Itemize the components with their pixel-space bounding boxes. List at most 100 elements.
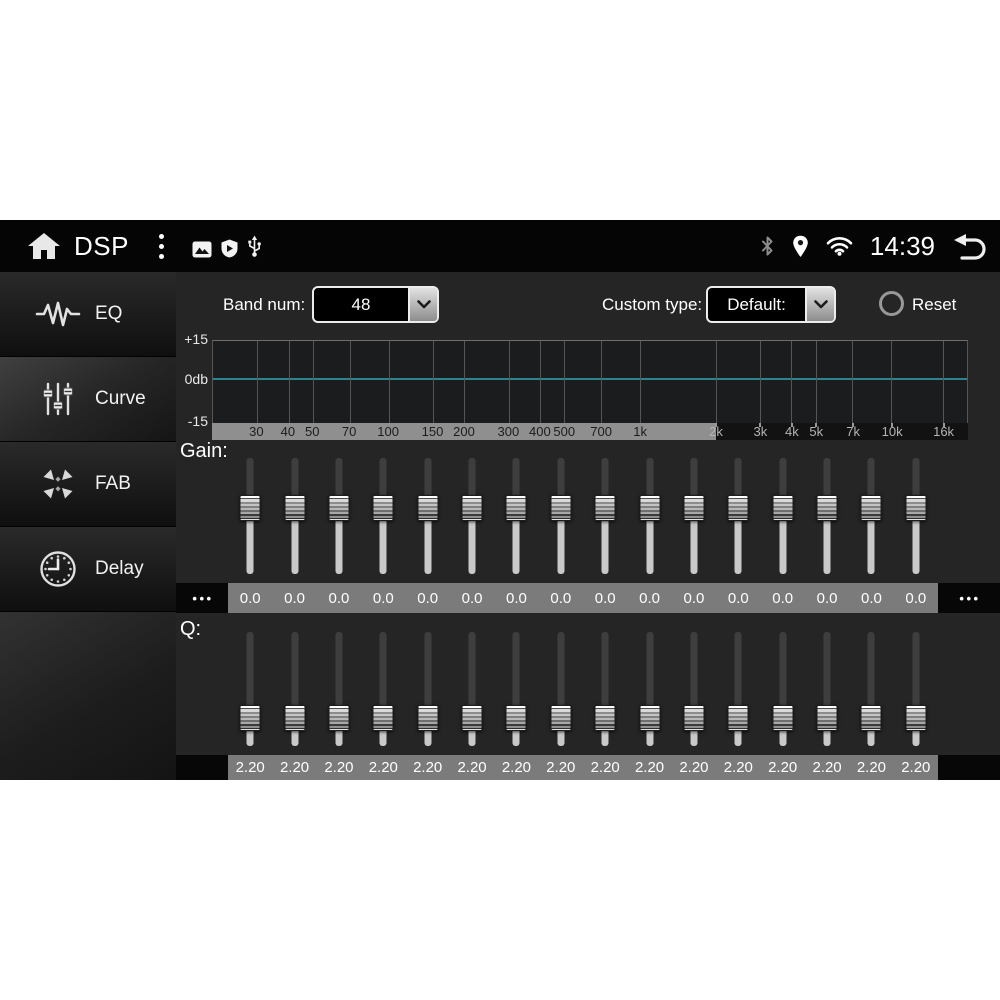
slider-thumb[interactable] [727,704,749,731]
sidebar-item-eq[interactable]: EQ [0,272,176,357]
band-slider-cell [228,630,272,750]
slider-thumb[interactable] [417,704,439,731]
gridline [601,341,603,423]
gain-band-slider[interactable] [849,456,893,578]
gain-band-slider[interactable] [539,456,583,578]
slider-thumb[interactable] [816,704,838,731]
slider-thumb[interactable] [372,495,394,522]
gridline [640,341,641,423]
slider-track-upper [424,632,432,707]
q-band-slider[interactable] [805,630,849,750]
sidebar-item-fab[interactable]: FAB [0,442,176,527]
q-band-slider[interactable] [406,630,450,750]
slider-thumb[interactable] [639,704,661,731]
sidebar-item-label: EQ [95,303,123,324]
slider-thumb[interactable] [239,495,261,522]
gain-scroll-right[interactable]: ••• [938,583,1000,613]
slider-thumb[interactable] [905,704,927,731]
q-band-slider[interactable] [894,630,938,750]
slider-track-lower [557,521,565,574]
q-band-slider[interactable] [672,630,716,750]
band-slider-cell [228,456,272,578]
chevron-down-icon[interactable] [408,288,437,321]
overflow-menu-icon[interactable] [153,230,170,263]
slider-thumb[interactable] [594,495,616,522]
slider-thumb[interactable] [461,704,483,731]
gain-band-value: 0.0 [372,589,394,607]
slider-thumb[interactable] [505,704,527,731]
q-band-slider[interactable] [539,630,583,750]
slider-thumb[interactable] [461,495,483,522]
slider-thumb[interactable] [860,495,882,522]
slider-thumb[interactable] [772,495,794,522]
sidebar-item-label: Delay [95,558,144,579]
gain-band-slider[interactable] [761,456,805,578]
gain-band-slider[interactable] [361,456,405,578]
gain-band-slider[interactable] [894,456,938,578]
q-band-value: 2.20 [235,759,265,776]
q-band-slider[interactable] [494,630,538,750]
gain-band-slider[interactable] [672,456,716,578]
slider-track-upper [601,632,609,707]
q-band-slider[interactable] [761,630,805,750]
band-slider-cell [272,456,316,578]
image-icon [192,241,212,258]
slider-track-lower [335,730,343,746]
slider-thumb[interactable] [372,704,394,731]
back-icon[interactable] [952,233,988,260]
slider-thumb[interactable] [505,495,527,522]
custom-type-dropdown[interactable]: Default: [706,286,836,323]
slider-thumb[interactable] [772,704,794,731]
q-band-slider[interactable] [627,630,671,750]
q-band-slider[interactable] [450,630,494,750]
q-band-slider[interactable] [317,630,361,750]
reset-radio-button[interactable] [879,291,904,316]
sidebar-item-delay[interactable]: Delay [0,527,176,612]
gain-band-slider[interactable] [317,456,361,578]
slider-thumb[interactable] [328,704,350,731]
home-icon[interactable] [26,231,62,261]
q-band-slider[interactable] [716,630,760,750]
slider-thumb[interactable] [550,704,572,731]
gain-band-slider[interactable] [406,456,450,578]
slider-thumb[interactable] [639,495,661,522]
q-band-slider[interactable] [583,630,627,750]
gain-band-slider[interactable] [272,456,316,578]
band-slider-cell [450,630,494,750]
gridline [432,341,434,423]
slider-thumb[interactable] [727,495,749,522]
slider-track-lower [823,730,831,746]
gain-band-slider[interactable] [583,456,627,578]
slider-thumb[interactable] [550,495,572,522]
q-band-slider[interactable] [849,630,893,750]
slider-thumb[interactable] [905,495,927,522]
slider-thumb[interactable] [594,704,616,731]
gain-band-slider[interactable] [627,456,671,578]
gain-band-slider[interactable] [494,456,538,578]
slider-thumb[interactable] [328,495,350,522]
q-band-slider[interactable] [272,630,316,750]
band-num-dropdown[interactable]: 48 [312,286,439,323]
slider-track-lower [557,730,565,746]
freq-tick-label: 300 [497,424,520,439]
q-band-slider[interactable] [361,630,405,750]
slider-thumb[interactable] [683,495,705,522]
sidebar-item-curve[interactable]: Curve [0,357,176,442]
slider-thumb[interactable] [860,704,882,731]
gain-scroll-left[interactable]: ••• [176,583,228,613]
gain-band-slider[interactable] [450,456,494,578]
q-band-slider[interactable] [228,630,272,750]
gridline [715,341,717,423]
slider-thumb[interactable] [284,704,306,731]
slider-thumb[interactable] [816,495,838,522]
gain-band-slider[interactable] [716,456,760,578]
slider-thumb[interactable] [284,495,306,522]
slider-thumb[interactable] [683,704,705,731]
gain-band-value: 0.0 [683,589,705,607]
head-unit-screen: DSP 14:39 [0,220,1000,780]
gain-band-slider[interactable] [805,456,849,578]
slider-thumb[interactable] [417,495,439,522]
gain-band-slider[interactable] [228,456,272,578]
slider-thumb[interactable] [239,704,261,731]
chevron-down-icon[interactable] [805,288,834,321]
